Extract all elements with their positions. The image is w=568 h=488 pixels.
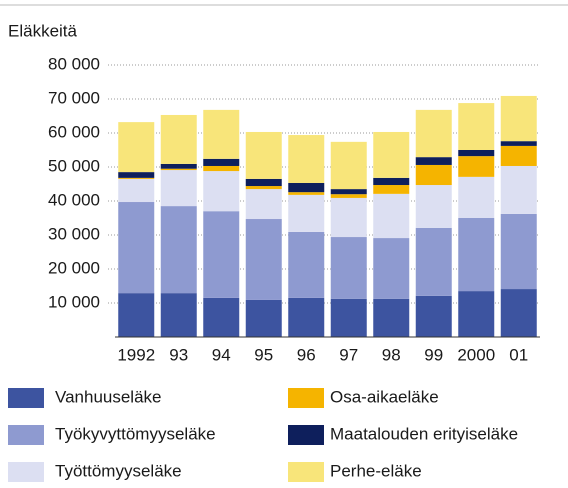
y-tick-label: 40 000: [48, 190, 100, 209]
bar-segment: [288, 297, 325, 337]
x-tick-label: 99: [424, 345, 443, 364]
bar-segment: [373, 298, 410, 337]
bar-segment: [288, 192, 325, 195]
y-axis-label: Eläkkeitä: [8, 21, 78, 40]
legend-label: Maatalouden erityiseläke: [330, 424, 518, 443]
bar-segment: [373, 238, 410, 299]
x-tick-label: 97: [339, 345, 358, 364]
bar-segment: [288, 135, 325, 183]
bar-segment: [500, 95, 537, 142]
bar-segment: [458, 291, 495, 337]
x-tick-label: 96: [297, 345, 316, 364]
bar-segment: [203, 171, 240, 212]
y-tick-label: 80 000: [48, 54, 100, 73]
bar-segment: [330, 189, 367, 195]
bar-segment: [330, 298, 367, 337]
legend-label: Työttömyyseläke: [55, 461, 182, 480]
bar-segment: [458, 218, 495, 292]
bar-segment: [245, 219, 282, 300]
bar-segment: [415, 157, 452, 165]
bar-segment: [245, 299, 282, 337]
x-tick-label: 98: [382, 345, 401, 364]
bar-segment: [288, 194, 325, 232]
x-tick-label: 95: [254, 345, 273, 364]
bar-segment: [415, 109, 452, 158]
bar-segment: [203, 165, 240, 172]
bar-segment: [373, 193, 410, 239]
legend-swatch: [8, 462, 44, 482]
bar-segment: [245, 178, 282, 187]
bar-segment: [415, 164, 452, 186]
x-tick-label: 93: [169, 345, 188, 364]
bar-segment: [500, 145, 537, 166]
bar-segment: [245, 186, 282, 190]
bar-segment: [203, 158, 240, 166]
bar-segment: [330, 197, 367, 238]
legend-swatch: [288, 462, 324, 482]
x-tick-label: 2000: [457, 345, 495, 364]
bar-segment: [458, 176, 495, 218]
y-tick-label: 70 000: [48, 88, 100, 107]
bar-segment: [458, 103, 495, 150]
bar-segment: [203, 297, 240, 337]
legend-label: Vanhuuseläke: [55, 387, 162, 406]
legend-label: Työkyvyttömyyseläke: [55, 424, 216, 443]
bar-segment: [160, 163, 197, 169]
bar-segment: [458, 150, 495, 157]
bar-segment: [458, 156, 495, 177]
bar-segment: [373, 131, 410, 178]
bar-segment: [330, 141, 367, 190]
bar-segment: [160, 168, 197, 171]
bar-segment: [373, 185, 410, 194]
x-tick-label: 94: [212, 345, 231, 364]
bar-segment: [288, 231, 325, 298]
bar-segment: [373, 177, 410, 186]
legend-label: Osa-aikaeläke: [330, 387, 439, 406]
bar-segment: [330, 194, 367, 198]
bar-segment: [500, 141, 537, 146]
bar-segment: [203, 211, 240, 298]
bar-segment: [415, 227, 452, 296]
y-tick-label: 50 000: [48, 156, 100, 175]
bar-segment: [118, 172, 155, 178]
bar-segment: [415, 295, 452, 337]
bar-segment: [330, 237, 367, 299]
bar-segment: [160, 293, 197, 337]
bar-segment: [118, 293, 155, 337]
bar-segment: [203, 109, 240, 159]
bar-segment: [415, 185, 452, 228]
legend-label: Perhe-eläke: [330, 461, 422, 480]
bar-segment: [500, 213, 537, 290]
bar-segment: [500, 289, 537, 337]
x-tick-label: 1992: [117, 345, 155, 364]
y-tick-label: 20 000: [48, 258, 100, 277]
y-tick-label: 60 000: [48, 122, 100, 141]
bar-segment: [160, 114, 197, 164]
bar-segment: [118, 178, 155, 203]
y-tick-label: 30 000: [48, 224, 100, 243]
bar-segment: [288, 182, 325, 193]
bar-segment: [500, 165, 537, 214]
legend-swatch: [8, 425, 44, 445]
legend-swatch: [288, 425, 324, 445]
legend-swatch: [288, 388, 324, 408]
bar-segment: [245, 131, 282, 179]
bar-segment: [160, 206, 197, 294]
y-tick-label: 10 000: [48, 292, 100, 311]
bar-segment: [245, 189, 282, 220]
legend-swatch: [8, 388, 44, 408]
bar-segment: [118, 177, 155, 179]
bar-segment: [160, 170, 197, 207]
x-tick-label: 01: [509, 345, 528, 364]
bar-segment: [118, 122, 155, 173]
bar-segment: [118, 202, 155, 294]
